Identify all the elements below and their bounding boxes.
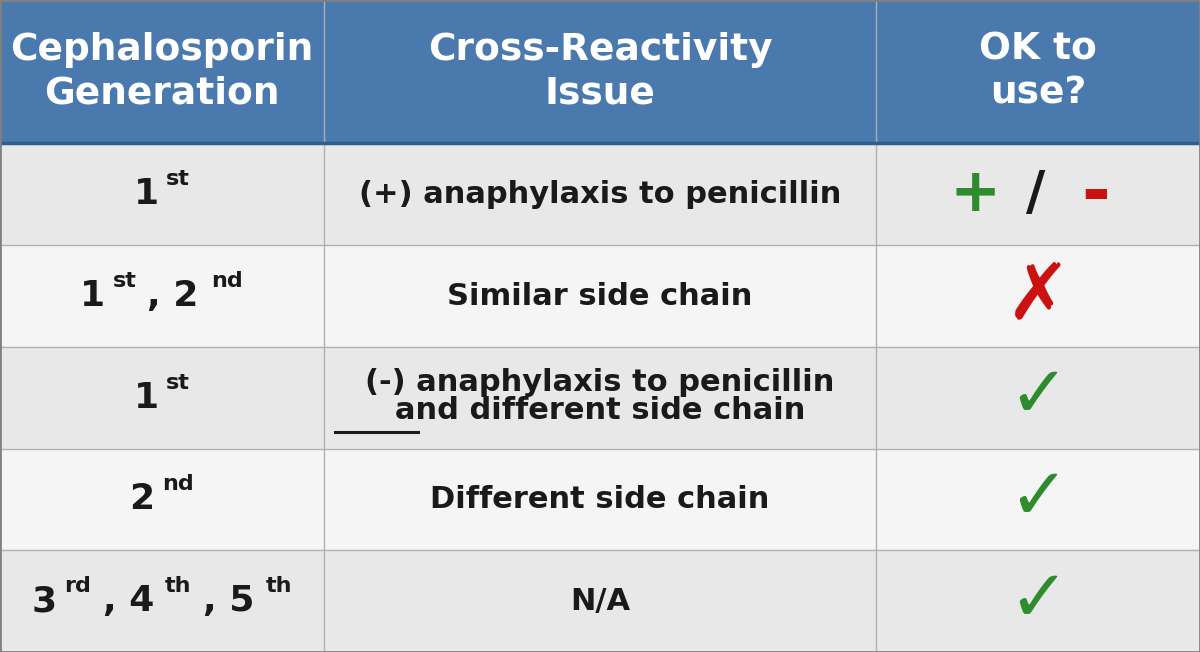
Text: 1: 1 — [134, 381, 160, 415]
Text: nd: nd — [162, 474, 194, 494]
Bar — [0, 347, 1200, 449]
Bar — [0, 550, 1200, 652]
Text: ✓: ✓ — [1008, 567, 1068, 636]
Text: Similar side chain: Similar side chain — [448, 282, 752, 310]
Text: 1: 1 — [134, 177, 160, 211]
Text: OK to
use?: OK to use? — [979, 31, 1097, 112]
Text: 1: 1 — [80, 279, 106, 313]
Text: /: / — [1026, 168, 1045, 220]
Text: 2: 2 — [128, 482, 154, 516]
Text: +: + — [950, 165, 1001, 224]
Text: , 5: , 5 — [203, 584, 254, 618]
Bar — [0, 449, 1200, 550]
Bar — [0, 143, 1200, 245]
Text: 3: 3 — [31, 584, 56, 618]
Text: N/A: N/A — [570, 587, 630, 615]
Text: , 2: , 2 — [148, 279, 199, 313]
Text: st: st — [113, 271, 137, 291]
Text: (-) anaphylaxis to penicillin: (-) anaphylaxis to penicillin — [365, 368, 835, 398]
Text: , 4: , 4 — [102, 584, 154, 618]
Text: ✓: ✓ — [1008, 363, 1068, 432]
Bar — [0, 245, 1200, 347]
Text: -: - — [1081, 161, 1110, 228]
Text: Cross-Reactivity
Issue: Cross-Reactivity Issue — [427, 31, 773, 112]
Bar — [0, 0, 1200, 143]
Text: nd: nd — [211, 271, 242, 291]
Text: rd: rd — [65, 576, 91, 596]
Text: ✗: ✗ — [1006, 258, 1070, 334]
Text: st: st — [167, 169, 190, 189]
Text: Cephalosporin
Generation: Cephalosporin Generation — [11, 31, 313, 112]
Text: and different side chain: and different side chain — [395, 396, 805, 426]
Text: st: st — [167, 372, 190, 393]
Text: th: th — [166, 576, 192, 596]
Text: Different side chain: Different side chain — [431, 485, 769, 514]
Text: th: th — [265, 576, 292, 596]
Text: (+) anaphylaxis to penicillin: (+) anaphylaxis to penicillin — [359, 180, 841, 209]
Text: ✓: ✓ — [1008, 465, 1068, 534]
